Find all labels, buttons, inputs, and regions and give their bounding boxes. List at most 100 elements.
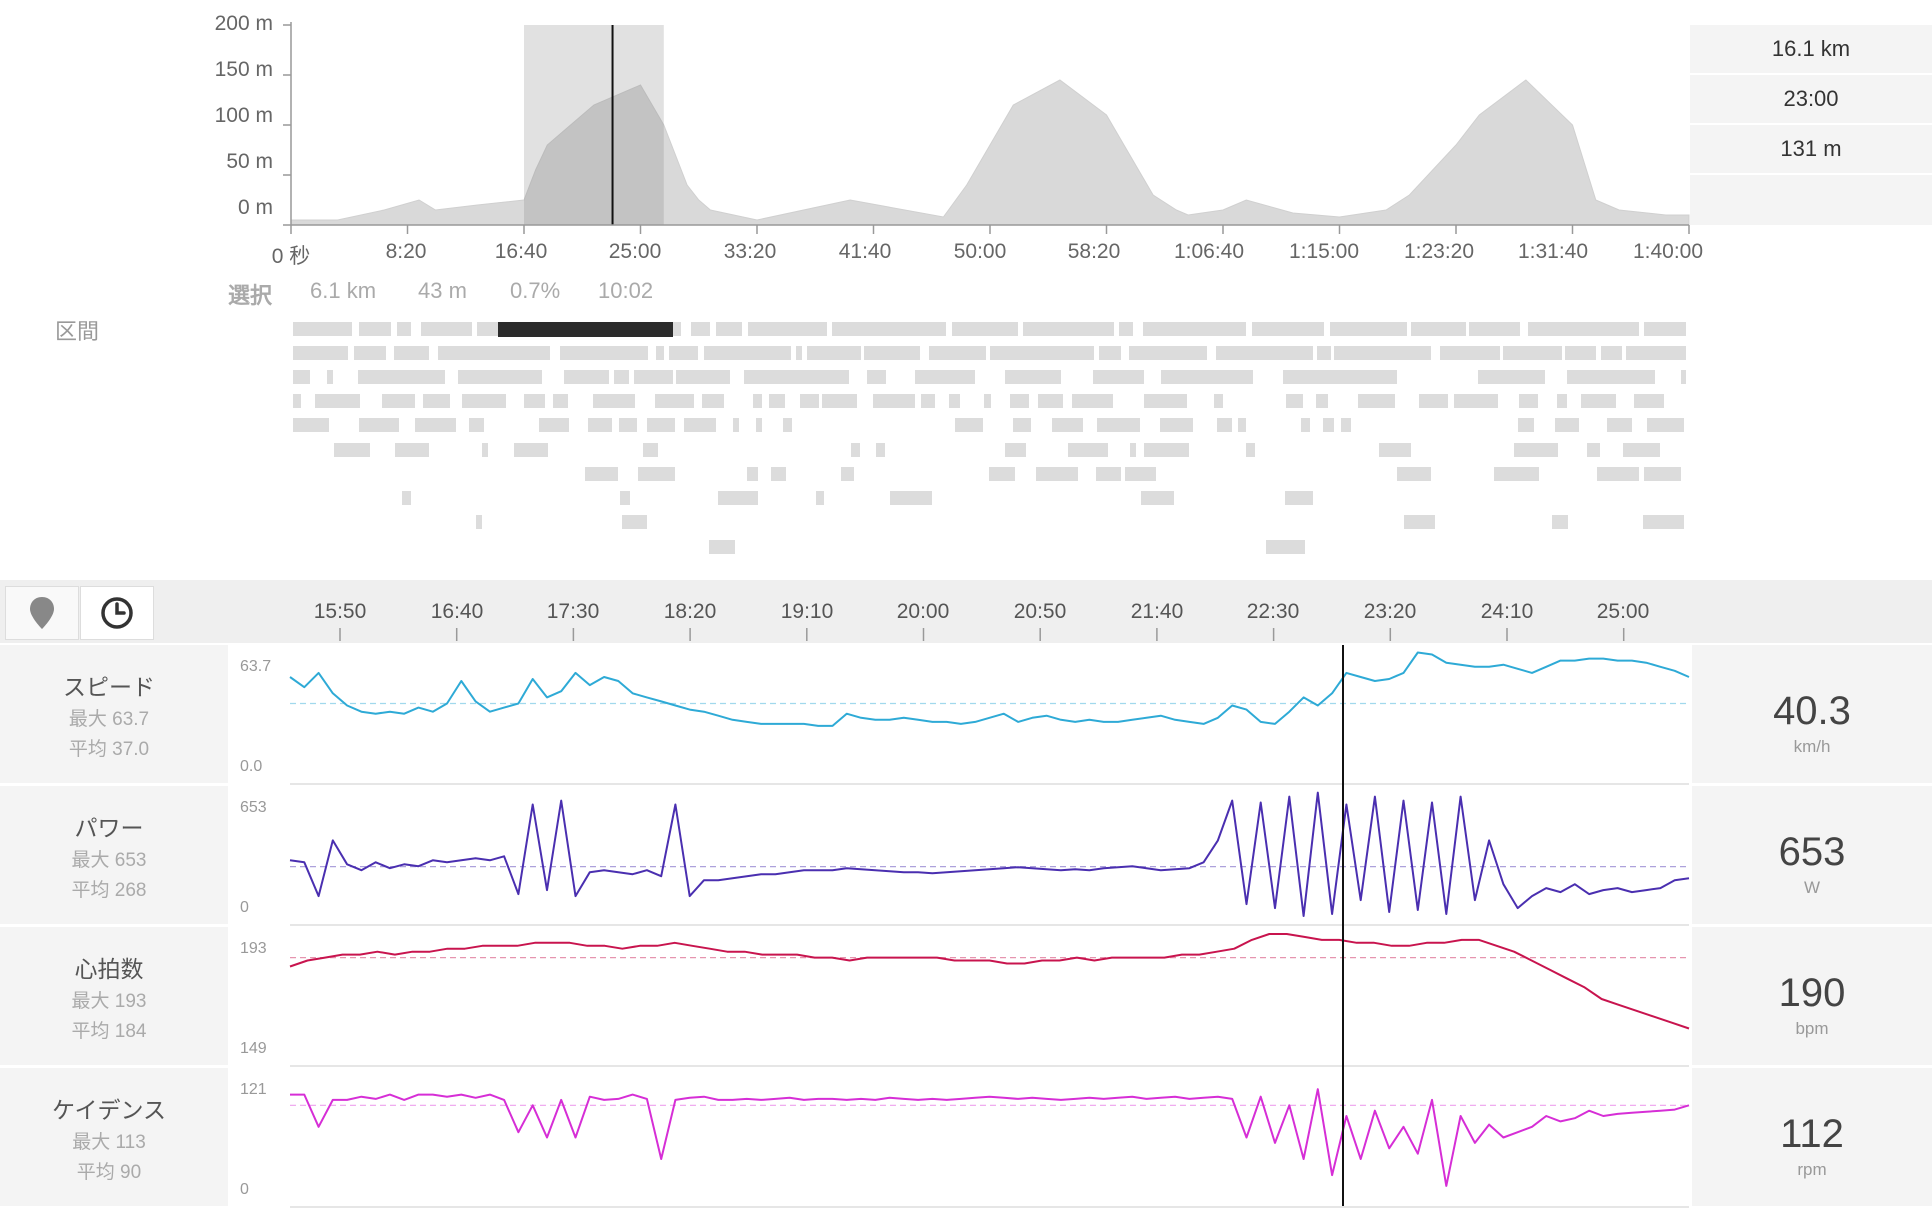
segment-bar xyxy=(1005,443,1026,457)
segment-bar xyxy=(1555,418,1579,432)
segment-bar xyxy=(482,443,488,457)
segment-bar xyxy=(438,346,550,360)
segment-bar xyxy=(415,418,456,432)
segment-bar xyxy=(744,370,849,384)
cadence-unit: rpm xyxy=(1797,1160,1827,1179)
segment-bar xyxy=(984,394,991,408)
segment-bar xyxy=(334,443,370,457)
segment-bar xyxy=(709,540,735,554)
segment-bar xyxy=(1334,346,1431,360)
segment-bar xyxy=(1419,394,1448,408)
heart-rate-max: 最大 193 xyxy=(71,991,147,1012)
segment-bar xyxy=(1317,346,1331,360)
map-view-button[interactable] xyxy=(5,586,79,640)
segment-bar xyxy=(327,370,333,384)
segment-bar xyxy=(585,467,618,481)
time-tick-label: 17:30 xyxy=(546,600,600,623)
segment-bar xyxy=(293,346,348,360)
heart-rate-axis-min: 149 xyxy=(240,1040,267,1057)
segment-bar xyxy=(614,370,629,384)
segment-bar xyxy=(1634,394,1664,408)
segment-bar xyxy=(1519,394,1538,408)
speed-axis-max: 63.7 xyxy=(240,658,272,675)
segment-bar xyxy=(514,443,548,457)
heart-rate-value-panel xyxy=(1692,927,1932,1065)
segment-bar xyxy=(1341,418,1351,432)
segment-bar xyxy=(638,467,675,481)
segment-bar xyxy=(560,346,648,360)
segment-bar xyxy=(1013,418,1031,432)
segment-bar xyxy=(1647,418,1684,432)
segment-bar xyxy=(469,418,484,432)
x-tick-label: 0 秒 xyxy=(271,245,311,268)
segment-bar xyxy=(620,491,630,505)
segment-bar xyxy=(1597,467,1639,481)
cadence-label-panel xyxy=(0,1068,228,1206)
speed-value-panel xyxy=(1692,645,1932,783)
time-view-button[interactable] xyxy=(80,586,154,640)
segment-bar xyxy=(1316,394,1328,408)
speed-value: 40.3 xyxy=(1773,689,1851,733)
segment-bar xyxy=(733,418,739,432)
segment-bar xyxy=(643,443,658,457)
power-value-panel xyxy=(1692,786,1932,924)
segment-bar xyxy=(783,418,792,432)
segment-bar xyxy=(807,346,861,360)
map-pin-icon xyxy=(30,597,54,629)
segment-bar xyxy=(1036,467,1078,481)
segment-bar xyxy=(293,418,329,432)
segment-bar xyxy=(748,322,827,336)
segment-bar xyxy=(1130,443,1136,457)
segment-bar xyxy=(841,467,854,481)
segment-bar xyxy=(593,394,635,408)
selected-segment-bar xyxy=(498,322,673,337)
cadence-value-panel xyxy=(1692,1068,1932,1206)
segment-bar xyxy=(702,394,724,408)
segment-bar xyxy=(315,394,360,408)
x-tick-label: 50:00 xyxy=(953,240,1007,263)
segment-bar xyxy=(1552,515,1568,529)
segment-bars[interactable] xyxy=(293,322,1686,554)
segment-bar xyxy=(423,394,450,408)
segment-bar xyxy=(921,394,935,408)
power-label-panel xyxy=(0,786,228,924)
y-tick-label: 100 m xyxy=(214,104,273,127)
segment-bar xyxy=(1518,418,1534,432)
x-tick-label: 25:00 xyxy=(608,240,662,263)
distance-value: 16.1 km xyxy=(1690,25,1932,75)
segment-bar xyxy=(1567,370,1655,384)
segment-bar xyxy=(1581,394,1616,408)
segment-bar xyxy=(1644,322,1686,336)
elevation-chart[interactable] xyxy=(0,0,1932,580)
segment-bar xyxy=(873,394,915,408)
x-tick-label: 8:20 xyxy=(385,240,427,263)
elevation-selection[interactable] xyxy=(524,25,664,225)
time-tick-label: 15:50 xyxy=(313,600,367,623)
x-tick-label: 1:15:00 xyxy=(1288,240,1360,263)
segment-bar xyxy=(756,418,762,432)
segment-bar xyxy=(1141,491,1174,505)
segment-bar xyxy=(1601,346,1622,360)
segment-bar xyxy=(1286,394,1303,408)
segment-bar xyxy=(1252,322,1324,336)
x-tick-label: 58:20 xyxy=(1067,240,1121,263)
elevation-axes xyxy=(283,22,1690,234)
segment-bar xyxy=(832,322,946,336)
time-tick-label: 20:50 xyxy=(1013,600,1067,623)
cadence-axis-max: 121 xyxy=(240,1081,267,1098)
selection-gain: 43 m xyxy=(418,278,467,303)
segment-bar xyxy=(1454,394,1498,408)
segment-bar xyxy=(753,394,762,408)
segment-bar xyxy=(293,394,301,408)
segment-bar xyxy=(619,418,637,432)
segment-bar xyxy=(647,418,675,432)
segment-bar xyxy=(359,322,391,336)
segment-bar xyxy=(622,515,647,529)
segment-bar xyxy=(293,322,352,336)
segment-bar xyxy=(1010,394,1029,408)
x-tick-label: 1:31:40 xyxy=(1517,240,1589,263)
segment-bar xyxy=(395,443,429,457)
time-tick-label: 22:30 xyxy=(1246,600,1300,623)
segment-bar xyxy=(864,346,920,360)
heart_rate-line xyxy=(289,933,1690,1030)
